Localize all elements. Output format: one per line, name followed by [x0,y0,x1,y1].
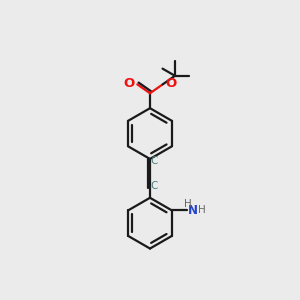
Text: C: C [151,181,158,191]
Text: H: H [198,206,206,215]
Text: C: C [151,156,158,166]
Text: O: O [165,77,176,90]
Text: H: H [184,199,192,209]
Text: N: N [188,204,198,217]
Text: O: O [124,77,135,90]
